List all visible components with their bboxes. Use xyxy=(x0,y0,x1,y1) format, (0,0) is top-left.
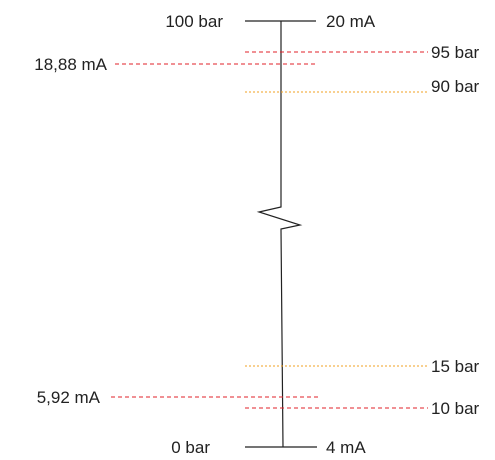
scale-axis-line xyxy=(256,21,303,448)
marker-18-88-ma-label: 18,88 mA xyxy=(34,55,107,74)
marker-10-bar-label: 10 bar xyxy=(431,399,480,418)
top-left-label: 100 bar xyxy=(165,12,223,31)
marker-5-92-ma-label: 5,92 mA xyxy=(37,388,101,407)
marker-90-bar-label: 90 bar xyxy=(431,77,480,96)
marker-95-bar-label: 95 bar xyxy=(431,43,480,62)
bottom-left-label: 0 bar xyxy=(171,438,210,457)
bottom-right-label: 4 mA xyxy=(326,438,366,457)
marker-15-bar-label: 15 bar xyxy=(431,357,480,376)
top-right-label: 20 mA xyxy=(326,12,376,31)
